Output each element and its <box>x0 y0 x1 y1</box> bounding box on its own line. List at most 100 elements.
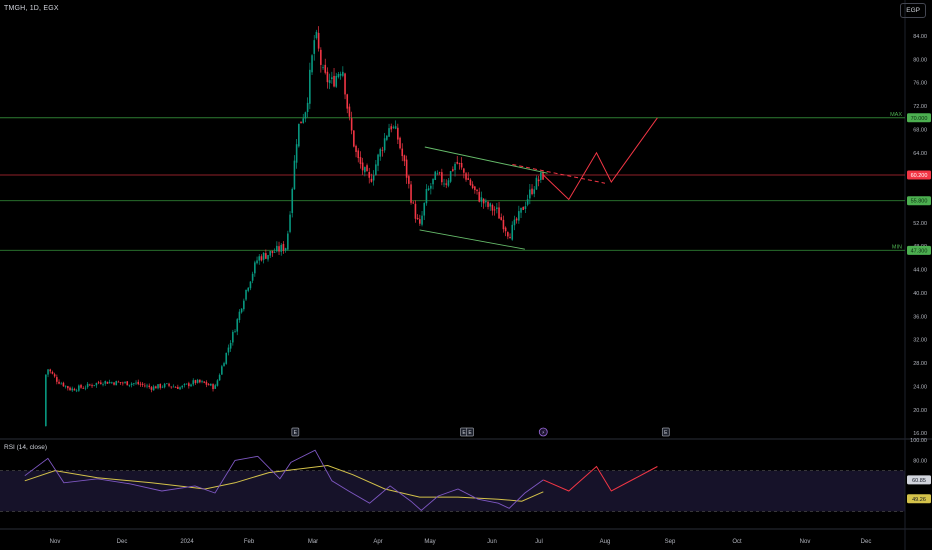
candle-body <box>155 386 157 389</box>
level-tag-bg <box>907 113 931 123</box>
candle-body <box>192 380 195 385</box>
candle-body <box>425 189 428 204</box>
earnings-marker[interactable] <box>291 427 300 437</box>
candle-body <box>423 202 426 216</box>
currency-button[interactable]: EGP <box>900 3 926 18</box>
y-tick-label: 76.00 <box>913 81 927 87</box>
candle-body <box>56 377 58 382</box>
candle-body <box>410 184 412 203</box>
candle-body <box>113 382 115 385</box>
dividend-marker[interactable] <box>538 427 548 437</box>
rsi-tick-label: 80.00 <box>913 458 927 464</box>
candle-body <box>436 173 439 175</box>
candle-body <box>342 71 344 76</box>
candle-body <box>339 73 342 76</box>
candle-body <box>276 245 278 252</box>
candle-body <box>348 106 351 117</box>
candle-body <box>489 203 492 207</box>
candle-body <box>427 188 430 190</box>
y-tick-label: 36.00 <box>913 314 927 320</box>
earnings-marker[interactable] <box>661 427 670 437</box>
candle-body <box>172 386 175 388</box>
candle-body <box>379 149 382 157</box>
candle-body <box>251 273 254 281</box>
candle-body <box>177 386 179 389</box>
candle-body <box>370 178 373 182</box>
candle-body <box>159 383 162 388</box>
candle-body <box>458 162 461 164</box>
candle-body <box>430 185 432 189</box>
candle-body <box>216 380 219 386</box>
candle-body <box>75 390 78 392</box>
level-tag: 47.300 <box>911 248 928 254</box>
candle-body <box>150 387 153 390</box>
candle-body <box>135 382 137 384</box>
candle-body <box>313 40 316 54</box>
candle-body <box>491 204 494 211</box>
candle-body <box>280 244 283 252</box>
candle-body <box>304 112 307 119</box>
last-price-tag-bg <box>907 170 931 180</box>
rsi-indicator-label[interactable]: RSI (14, close) <box>4 444 47 451</box>
y-tick-label: 16.00 <box>913 431 927 437</box>
candle-body <box>289 214 291 232</box>
candle-body <box>207 384 210 386</box>
candle-body <box>504 227 507 232</box>
candle-body <box>502 219 505 230</box>
candle-body <box>452 169 454 171</box>
candle-body <box>218 374 221 381</box>
candle-body <box>471 184 474 189</box>
x-tick-label: Oct <box>732 539 742 545</box>
candle-body <box>278 246 280 252</box>
candle-body <box>64 385 67 387</box>
candle-body <box>540 172 542 180</box>
candle-body <box>498 207 500 219</box>
candle-body <box>482 198 485 204</box>
candle-body <box>130 383 133 386</box>
candle-layer <box>45 26 544 427</box>
candle-body <box>245 289 247 300</box>
symbol-label[interactable]: TMGH, 1D, EGX <box>4 5 59 12</box>
candle-body <box>249 281 252 289</box>
candle-body <box>93 385 96 387</box>
candle-body <box>148 385 151 387</box>
marker-layer[interactable]: E E E ⚡ E <box>291 427 670 437</box>
candle-body <box>126 381 129 386</box>
candle-body <box>300 121 302 124</box>
earnings-marker[interactable] <box>466 427 474 437</box>
rsi-value-tag: 60.85 <box>912 478 926 484</box>
candle-body <box>260 256 263 261</box>
candle-body <box>309 69 311 104</box>
level-label: MAX <box>890 112 902 118</box>
candle-body <box>542 172 544 180</box>
candle-body <box>419 219 421 224</box>
candle-body <box>293 160 296 190</box>
candle-body <box>100 382 102 384</box>
candle-body <box>493 209 496 211</box>
candle-body <box>511 224 514 240</box>
candle-body <box>295 144 298 163</box>
candle-body <box>306 102 309 112</box>
candle-body <box>47 369 49 375</box>
candle-body <box>119 382 122 383</box>
candle-body <box>291 188 294 213</box>
candle-body <box>500 217 503 221</box>
y-tick-label: 40.00 <box>913 291 927 297</box>
candle-body <box>357 150 360 159</box>
rsi-projection-path <box>543 465 658 492</box>
candle-body <box>194 380 197 383</box>
candle-body <box>443 183 445 185</box>
candle-body <box>518 211 520 221</box>
candle-body <box>515 218 518 221</box>
rsi-ma-value-tag: 49.26 <box>912 497 926 503</box>
x-tick-label: Jul <box>535 539 543 545</box>
candle-body <box>51 372 54 374</box>
candle-body <box>106 381 109 384</box>
candle-body <box>67 386 69 389</box>
candle-body <box>168 383 170 386</box>
projection-path <box>542 117 658 201</box>
candle-body <box>141 383 144 385</box>
drawing-layer[interactable] <box>419 117 658 250</box>
